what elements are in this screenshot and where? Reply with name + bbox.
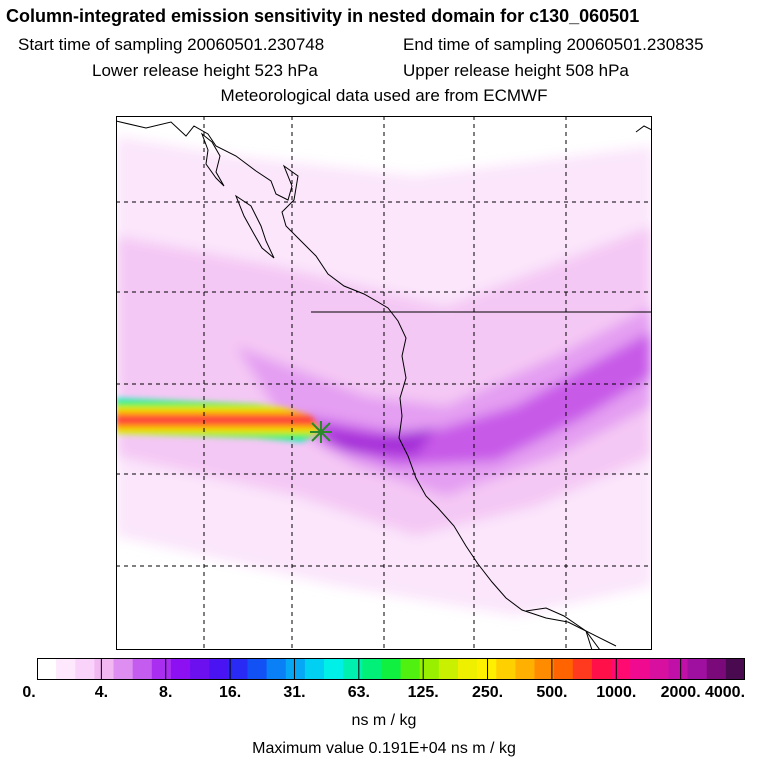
coastlines: [116, 120, 652, 650]
max-value-label: Maximum value 0.191E+04 ns m / kg: [252, 740, 516, 757]
color-bar-swatch: [228, 658, 249, 680]
color-bar-swatch: [170, 658, 191, 680]
color-bar-swatch: [209, 658, 229, 680]
color-bar-swatch: [706, 658, 727, 680]
color-bar-swatch: [611, 658, 631, 680]
color-bar-swatch: [151, 658, 172, 680]
color-bar-swatch: [477, 658, 497, 680]
color-bar-swatch: [668, 658, 689, 680]
color-bar: [37, 658, 745, 680]
color-bar-tick-label: 4.: [94, 684, 109, 701]
color-bar-swatch: [572, 658, 593, 680]
upper-height-label: Upper release height 508 hPa: [403, 61, 629, 80]
plot-title: Column-integrated emission sensitivity i…: [6, 6, 640, 26]
color-bar-swatch: [94, 658, 115, 680]
color-bar-tick-label: 63.: [347, 684, 370, 701]
color-bar-tick-label: 500.: [536, 684, 568, 701]
color-bar-tick-label: 8.: [159, 684, 173, 701]
color-bar-swatch: [381, 658, 402, 680]
color-bar-swatch: [400, 658, 421, 680]
color-bar-swatch: [266, 658, 287, 680]
color-bar-swatch: [630, 658, 650, 680]
color-bar-tick-label: 2000.: [660, 684, 701, 701]
color-bar-swatch: [304, 658, 325, 680]
color-bar-tick-label: 250.: [471, 684, 504, 701]
color-bar-swatch: [132, 658, 153, 680]
color-bar-tick-label: 4000.: [704, 684, 746, 701]
met-data-label: Meteorological data used are from ECMWF: [220, 86, 548, 105]
color-bar-swatch: [343, 658, 363, 680]
color-bar-swatch: [725, 658, 745, 680]
color-bar-swatch: [324, 658, 344, 680]
color-bar-swatch: [649, 658, 670, 680]
plume: [116, 398, 321, 442]
color-bar-swatch: [75, 658, 96, 680]
color-bar-swatch: [247, 658, 268, 680]
color-bar-tick-label: 125.: [407, 684, 439, 701]
color-bar-tick-label: 31.: [283, 684, 306, 701]
color-bar-swatch: [438, 658, 459, 680]
color-bar-swatch: [515, 658, 536, 680]
color-bar-swatch: [56, 658, 76, 680]
color-bar-swatch: [687, 658, 708, 680]
color-bar-swatch: [534, 658, 555, 680]
color-bar-frame: [37, 658, 745, 680]
color-bar-swatch: [190, 658, 210, 680]
color-bar-swatch: [362, 658, 383, 680]
color-bar-swatch: [113, 658, 134, 680]
graticule: [116, 116, 652, 650]
color-bar-swatch: [496, 658, 516, 680]
color-bar-swatch: [37, 658, 57, 680]
units-label: ns m / kg: [351, 712, 417, 729]
color-bar-swatch: [591, 658, 612, 680]
color-bar-tick-label: 1000.: [596, 684, 637, 701]
lower-height-label: Lower release height 523 hPa: [92, 61, 318, 80]
color-bar-swatch: [457, 658, 478, 680]
color-bar-tick-label: 0.: [22, 684, 36, 701]
color-bar-swatch: [553, 658, 574, 680]
color-bar-swatch: [419, 658, 440, 680]
color-bar-swatch: [285, 658, 306, 680]
start-time-label: Start time of sampling 20060501.230748: [18, 35, 325, 54]
color-bar-tick-label: 16.: [218, 684, 242, 701]
release-point-marker: [310, 421, 332, 443]
end-time-label: End time of sampling 20060501.230835: [403, 35, 704, 54]
sensitivity-map: [116, 116, 652, 650]
